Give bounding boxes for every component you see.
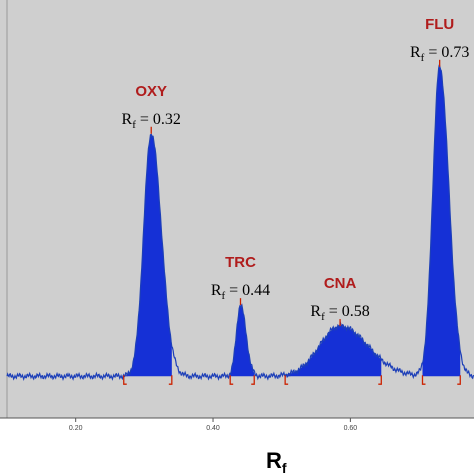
rf-symbol: R	[211, 282, 222, 299]
peak-rf-label-trc: Rf = 0.44	[211, 282, 270, 302]
peak-boundary-marker-cna	[284, 375, 289, 385]
peak-boundary-marker-trc	[251, 375, 255, 385]
peak-area-flu	[422, 66, 461, 377]
peak-fills-group	[123, 66, 461, 377]
x-axis-title-main: R	[266, 448, 282, 473]
rf-subscript: f	[221, 290, 225, 302]
peak-name-trc: TRC	[225, 254, 256, 271]
x-axis-title: Rf	[266, 448, 287, 474]
rf-value: = 0.73	[424, 44, 469, 61]
peak-boundary-marker-flu	[457, 375, 461, 385]
rf-value: = 0.58	[325, 303, 370, 320]
rf-symbol: R	[310, 303, 321, 320]
peak-boundary-marker-trc	[229, 375, 234, 385]
peak-name-cna: CNA	[324, 275, 357, 292]
peak-boundary-marker-oxy	[123, 375, 127, 385]
peak-boundary-marker-oxy	[168, 375, 173, 385]
peak-name-flu: FLU	[425, 16, 454, 33]
chromatogram-trace	[6, 64, 474, 381]
rf-subscript: f	[321, 311, 325, 323]
integration-markers-group	[123, 59, 461, 385]
peak-area-oxy	[123, 133, 172, 377]
peak-area-trc	[230, 305, 255, 377]
x-tick-label: 0.60	[344, 425, 358, 432]
peak-rf-label-cna: Rf = 0.58	[310, 303, 369, 323]
peak-area-cna	[285, 326, 382, 377]
peak-name-oxy: OXY	[135, 83, 167, 100]
peak-rf-label-oxy: Rf = 0.32	[122, 111, 181, 131]
rf-value: = 0.32	[136, 111, 181, 128]
peak-boundary-marker-flu	[421, 375, 426, 385]
x-tick-label: 0.40	[206, 425, 220, 432]
rf-value: = 0.44	[225, 282, 270, 299]
x-axis-title-subscript: f	[282, 460, 287, 474]
x-tick-label: 0.20	[69, 425, 83, 432]
peak-boundary-marker-cna	[378, 375, 382, 385]
rf-symbol: R	[122, 111, 133, 128]
rf-subscript: f	[132, 119, 136, 131]
rf-symbol: R	[410, 44, 421, 61]
x-axis-ticks-group: 0.20 0.40 0.60	[69, 418, 357, 432]
peak-rf-label-flu: Rf = 0.73	[410, 44, 469, 64]
rf-subscript: f	[421, 52, 425, 64]
